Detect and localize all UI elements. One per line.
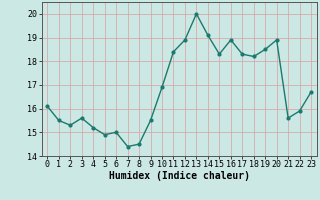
X-axis label: Humidex (Indice chaleur): Humidex (Indice chaleur) [109,171,250,181]
